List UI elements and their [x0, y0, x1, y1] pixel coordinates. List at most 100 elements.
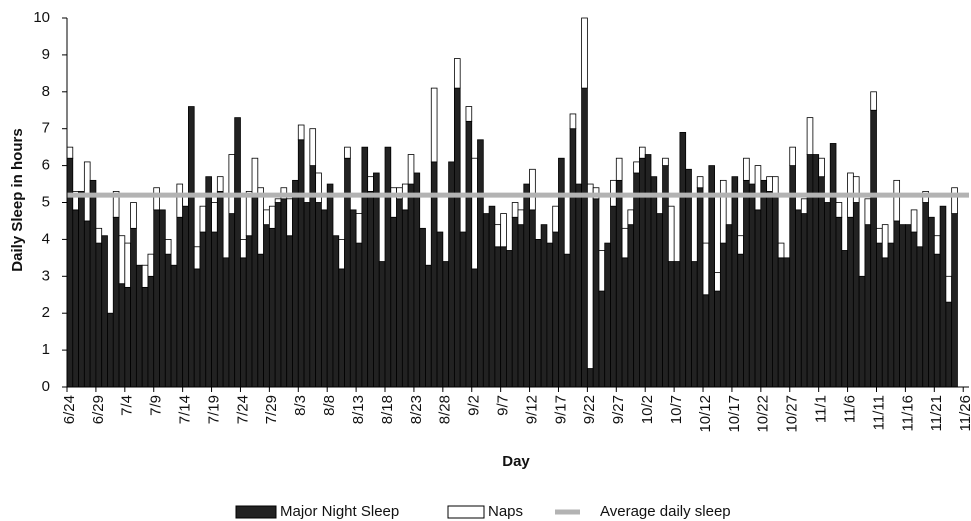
bar-segment — [789, 146, 796, 166]
x-tick-label: 7/19 — [205, 395, 222, 424]
x-tick-label: 10/12 — [697, 395, 714, 433]
bar-segment — [332, 235, 340, 388]
x-tick-label: 11/1 — [813, 395, 830, 423]
bar-segment — [511, 202, 519, 218]
bar-segment — [852, 202, 860, 388]
x-tick-label: 8/28 — [437, 395, 454, 424]
bar-segment — [471, 268, 478, 388]
bar-segment — [355, 242, 363, 388]
bar-segment — [800, 213, 808, 388]
bar-segment — [639, 146, 646, 159]
x-tick-label: 8/18 — [379, 395, 396, 424]
bar-segment — [887, 242, 895, 388]
bar-segment — [453, 58, 461, 89]
bar-segment — [367, 191, 374, 388]
bar-segment — [835, 216, 843, 388]
bar-segment — [864, 198, 872, 226]
bar-segment — [297, 124, 305, 141]
y-tick-label: 9 — [42, 46, 50, 63]
x-tick-label: 11/21 — [928, 395, 945, 431]
bar-segment — [263, 224, 270, 388]
bar-segment — [234, 117, 241, 388]
bar-segment — [240, 238, 247, 259]
x-tick-label: 11/6 — [841, 395, 858, 423]
bar-segment — [153, 187, 160, 211]
bar-segment — [95, 242, 103, 388]
bar-segment — [812, 154, 820, 388]
bar-segment — [766, 176, 773, 192]
bar-segment — [101, 235, 108, 388]
bar-segment — [286, 235, 293, 388]
y-tick-label: 3 — [42, 267, 50, 284]
bar-segment — [465, 106, 473, 122]
bar-segment — [829, 143, 837, 388]
bar-segment — [592, 198, 600, 388]
bar-segment — [477, 139, 484, 388]
bar-segment — [679, 131, 687, 388]
bar-segment — [743, 179, 750, 388]
bar-segment — [240, 257, 247, 388]
bar-segment — [286, 198, 293, 237]
bar-segment — [367, 176, 374, 192]
y-tick-label: 2 — [42, 304, 50, 321]
bar-segment — [292, 179, 299, 388]
x-tick-label: 7/14 — [177, 395, 194, 424]
bar-segment — [899, 224, 906, 388]
x-tick-label: 11/26 — [957, 395, 971, 431]
bar-segment — [153, 209, 160, 388]
bar-segment — [488, 205, 496, 388]
bar-segment — [72, 209, 79, 388]
bar-segment — [176, 216, 184, 388]
bar-segment — [378, 261, 386, 388]
bar-segment — [667, 261, 675, 388]
bar-segment — [754, 165, 762, 211]
bar-segment — [407, 183, 415, 388]
bar-segment — [315, 172, 322, 203]
bar-segment — [795, 209, 802, 388]
bar-segment — [552, 205, 559, 233]
bar-segment — [130, 202, 137, 229]
bar-segment — [176, 183, 184, 218]
bar-segment — [274, 202, 282, 388]
bar-segment — [413, 172, 421, 388]
x-tick-label: 9/27 — [610, 395, 627, 424]
bar-segment — [806, 154, 814, 388]
bar-segment — [847, 216, 854, 388]
bar-segment — [89, 179, 97, 388]
x-tick-label: 9/2 — [466, 395, 483, 416]
bar-segment — [517, 209, 525, 226]
bar-segment — [482, 213, 490, 388]
bar-segment — [598, 290, 606, 388]
bar-segment — [118, 283, 126, 388]
x-tick-label: 8/3 — [292, 395, 309, 416]
x-tick-label: 8/13 — [350, 395, 367, 424]
bar-segment — [766, 191, 773, 388]
x-tick-label: 9/12 — [523, 395, 540, 424]
bar-segment — [494, 246, 502, 388]
bar-segment — [922, 202, 929, 388]
bar-segment — [83, 220, 91, 388]
bar-segment — [800, 198, 808, 214]
bar-segment — [737, 235, 744, 255]
bar-segment — [112, 216, 120, 388]
bar-segment — [274, 198, 282, 203]
bar-segment — [245, 235, 253, 388]
bar-segment — [425, 264, 432, 388]
bar-segment — [118, 235, 126, 285]
y-tick-label: 7 — [42, 120, 50, 137]
bar-segment — [586, 368, 594, 388]
bar-segment — [228, 154, 236, 214]
x-tick-label: 7/9 — [148, 395, 165, 416]
bar-segment — [170, 264, 178, 388]
bar-segment — [199, 205, 207, 233]
bar-segment — [870, 109, 877, 388]
bar-segment — [430, 87, 438, 163]
bar-segment — [245, 191, 253, 237]
bar-segment — [546, 242, 554, 388]
bar-segment — [714, 290, 721, 388]
bar-segment — [373, 172, 380, 388]
bar-segment — [563, 253, 571, 388]
bar-segment — [552, 231, 559, 388]
x-tick-label: 8/8 — [321, 395, 338, 416]
x-tick-label: 9/22 — [581, 395, 598, 424]
